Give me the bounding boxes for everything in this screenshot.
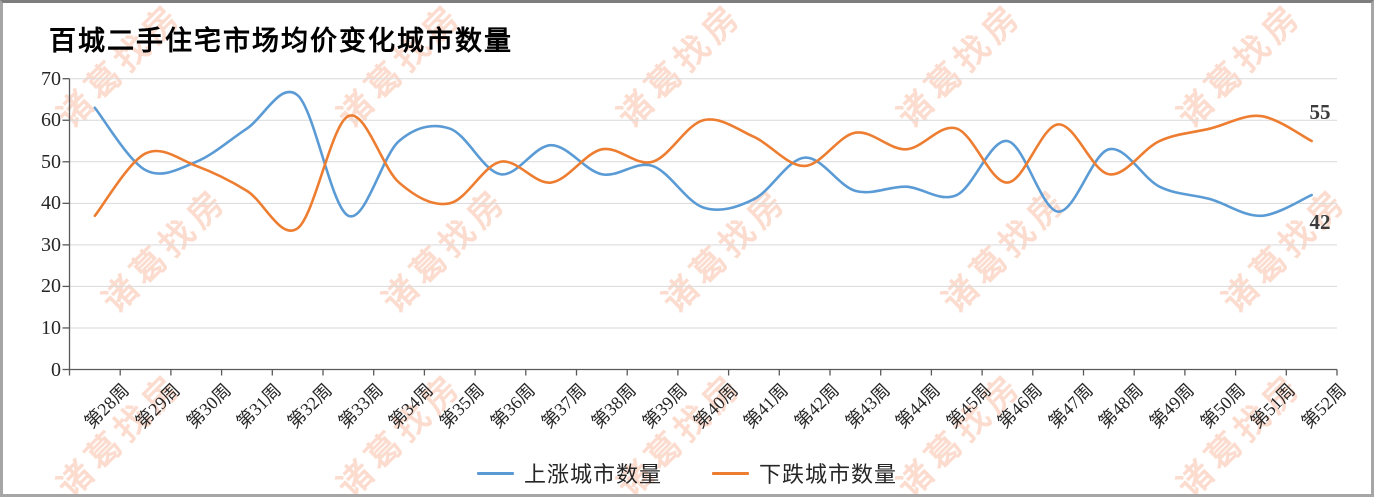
y-tick-label: 60 — [41, 109, 61, 132]
series-line-rising — [93, 90, 1313, 218]
legend: 上涨城市数量 下跌城市数量 — [3, 457, 1371, 489]
falling-series-line-icon — [712, 471, 749, 475]
y-tick-label: 70 — [41, 67, 61, 90]
y-tick-label: 50 — [41, 150, 61, 173]
legend-item-rising: 上涨城市数量 — [476, 457, 662, 489]
y-tick-label: 40 — [41, 192, 61, 215]
y-tick-label: 20 — [41, 275, 61, 298]
y-tick-label: 10 — [41, 316, 61, 339]
legend-label-rising: 上涨城市数量 — [523, 462, 662, 487]
chart-plot — [62, 78, 1338, 376]
legend-item-falling: 下跌城市数量 — [712, 457, 897, 489]
y-tick-label: 30 — [41, 233, 61, 256]
data-label-rising-last: 42 — [1309, 210, 1331, 234]
series-line-falling — [93, 114, 1313, 232]
rising-series-line-icon — [476, 471, 514, 475]
legend-label-falling: 下跌城市数量 — [759, 462, 898, 487]
data-label-falling-last: 55 — [1309, 100, 1331, 124]
y-tick-label: 0 — [51, 358, 61, 381]
chart-title: 百城二手住宅市场均价变化城市数量 — [49, 26, 513, 56]
